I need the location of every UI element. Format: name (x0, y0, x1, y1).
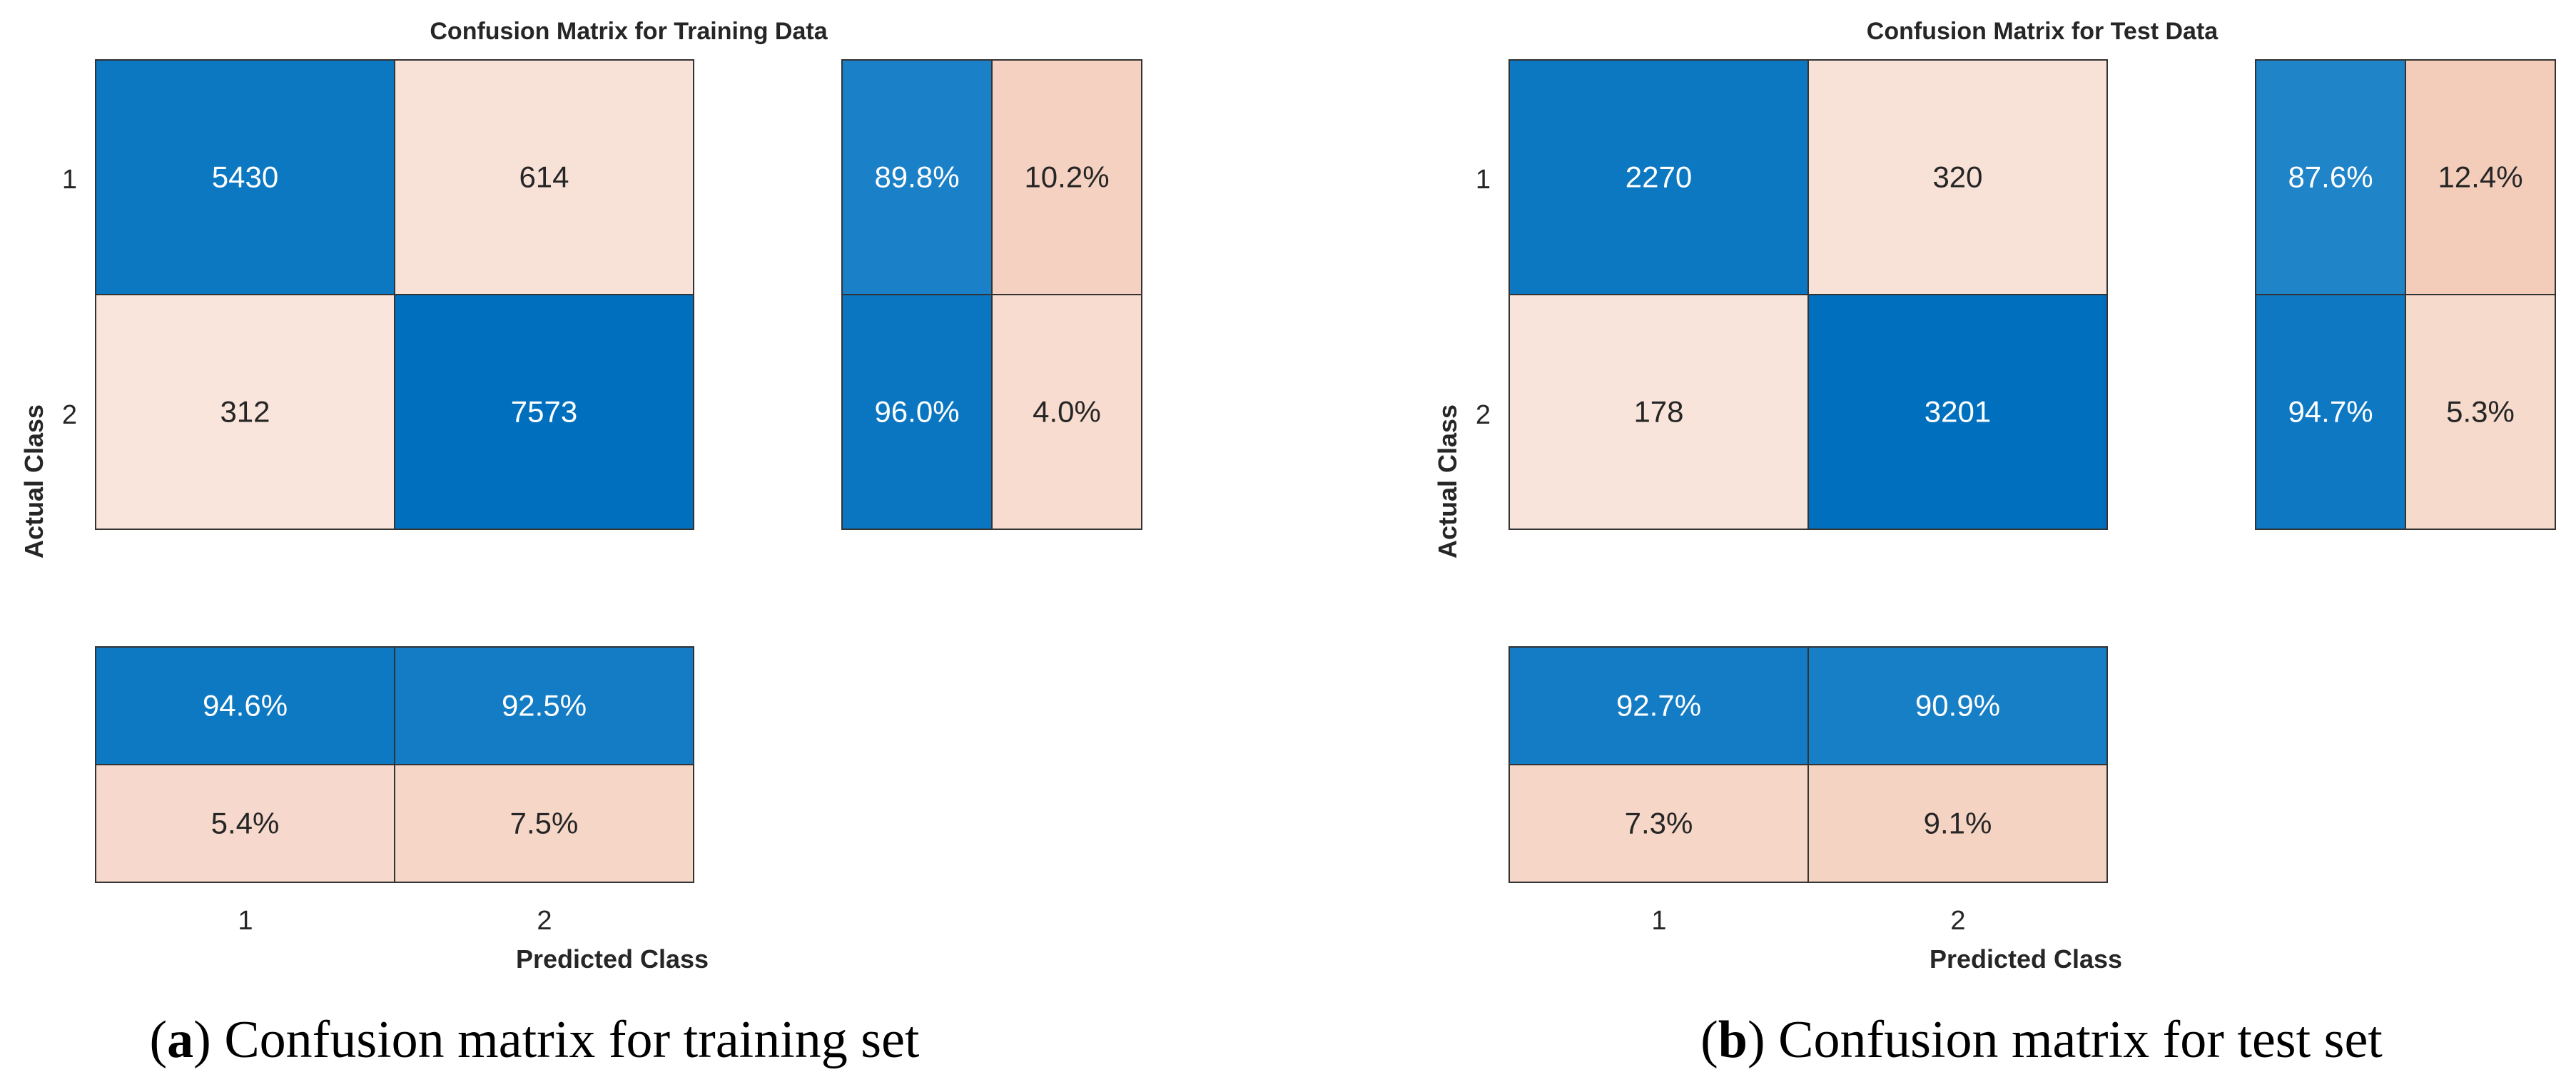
row-summary-cell-r1c2-rect (2405, 59, 2556, 295)
col-tick-label: 1 (1651, 906, 1666, 936)
caption-paren-close: ) (1748, 1011, 1778, 1069)
row-summary-cell-r1c2-rect (991, 59, 1142, 295)
col-summary-cell-r1c2-rect (1807, 646, 2108, 765)
col-summary-cell-r1c2-rect (394, 646, 694, 765)
chart-title: Confusion Matrix for Test Data (1867, 18, 2218, 45)
y-axis-label: Actual Class (1433, 404, 1462, 558)
row-summary-cell-r2c1-rect (2255, 294, 2406, 530)
col-summary-cell-r2c2-label: 9.1% (1924, 807, 1992, 840)
panel-caption: (a) Confusion matrix for training set (150, 1011, 920, 1069)
caption-panel-letter: b (1718, 1011, 1748, 1069)
matrix-cell-r2c2-rect (1807, 294, 2108, 530)
matrix-cell-r2c1-rect (95, 294, 395, 530)
row-summary-cell-r2c2-rect (2405, 294, 2556, 530)
x-axis-label: Predicted Class (1930, 944, 2122, 974)
row-summary-cell-r1c1-rect (2255, 59, 2406, 295)
row-tick-label: 1 (1476, 165, 1491, 195)
col-tick-label: 1 (238, 906, 253, 936)
col-summary-cell-r2c2-rect (1807, 764, 2108, 883)
matrix-cell-r1c1-rect (95, 59, 395, 295)
matrix-cell-r1c1-rect (1508, 59, 1809, 295)
matrix-cell-r2c1-rect (1508, 294, 1809, 530)
col-summary-cell-r1c2-label: 92.5% (502, 689, 587, 723)
row-summary-cell-r2c1-label: 96.0% (874, 395, 959, 429)
col-summary-cell-r2c1-rect (1508, 764, 1809, 883)
row-summary-cell-r2c1-rect (841, 294, 993, 530)
matrix-cell-r1c2-label: 614 (519, 160, 569, 194)
row-summary-cell-r1c2-label: 10.2% (1024, 160, 1109, 194)
col-summary-cell-r2c2-rect (394, 764, 694, 883)
matrix-cell-r1c2-rect (1807, 59, 2108, 295)
matrix-cell-r2c1-label: 312 (220, 395, 270, 429)
row-summary-cell-r2c2-rect (991, 294, 1142, 530)
y-axis-label: Actual Class (19, 404, 49, 558)
matrix-cell-r1c2-rect (394, 59, 694, 295)
col-summary-cell-r1c1-label: 92.7% (1616, 689, 1701, 723)
matrix-cell-r1c2-label: 320 (1932, 160, 1982, 194)
caption-paren-close: ) (193, 1011, 224, 1069)
col-summary-cell-r1c2-label: 90.9% (1915, 689, 2000, 723)
row-summary-cell-r2c2-label: 4.0% (1033, 395, 1101, 429)
matrix-cell-r1c1-label: 2270 (1626, 160, 1692, 194)
matrix-cell-r2c1-label: 178 (1633, 395, 1683, 429)
matrix-cell-r2c2-label: 7573 (511, 395, 577, 429)
caption-paren-open: ( (1700, 1011, 1718, 1069)
row-summary-cell-r2c2-label: 5.3% (2446, 395, 2515, 429)
confusion-matrix-panel-test: Confusion Matrix for Test Data Actual Cl… (1433, 18, 2556, 1069)
col-summary-cell-r2c1-label: 5.4% (211, 807, 280, 840)
col-summary-cell-r2c1-label: 7.3% (1625, 807, 1693, 840)
caption-text: Confusion matrix for training set (224, 1011, 920, 1069)
col-tick-label: 2 (537, 906, 552, 936)
row-summary-cell-r1c1-label: 89.8% (874, 160, 959, 194)
row-tick-label: 2 (62, 400, 77, 430)
matrix-cells: 2270 320 178 3201 87.6% 12.4% 94.7% 5.3% 92.7% 90… (1508, 59, 2556, 883)
x-axis-label: Predicted Class (516, 944, 709, 974)
row-summary-cell-r1c2-label: 12.4% (2438, 160, 2522, 194)
row-summary-cell-r1c1-label: 87.6% (2288, 160, 2373, 194)
row-summary-cell-r2c1-label: 94.7% (2288, 395, 2373, 429)
col-summary-cell-r2c2-label: 7.5% (510, 807, 579, 840)
chart-title: Confusion Matrix for Training Data (430, 18, 828, 45)
matrix-cell-r2c2-label: 3201 (1925, 395, 1991, 429)
matrix-cell-r1c1-label: 5430 (212, 160, 278, 194)
matrix-cells: 5430 614 312 7573 89.8% 10.2% 96.0% 4.0% 94.6% 92… (95, 59, 1142, 883)
col-tick-label: 2 (1950, 906, 1965, 936)
panel-caption: (b) Confusion matrix for test set (1700, 1011, 2383, 1069)
row-summary-cell-r1c1-rect (841, 59, 993, 295)
row-tick-label: 2 (1476, 400, 1491, 430)
row-tick-label: 1 (62, 165, 77, 195)
caption-paren-open: ( (150, 1011, 168, 1069)
caption-text: Confusion matrix for test set (1778, 1011, 2383, 1069)
confusion-matrix-panel-training: Confusion Matrix for Training Data Actua… (19, 18, 1142, 1069)
col-summary-cell-r1c1-rect (1508, 646, 1809, 765)
caption-panel-letter: a (167, 1011, 193, 1069)
matrix-cell-r2c2-rect (394, 294, 694, 530)
col-summary-cell-r1c1-label: 94.6% (203, 689, 288, 723)
